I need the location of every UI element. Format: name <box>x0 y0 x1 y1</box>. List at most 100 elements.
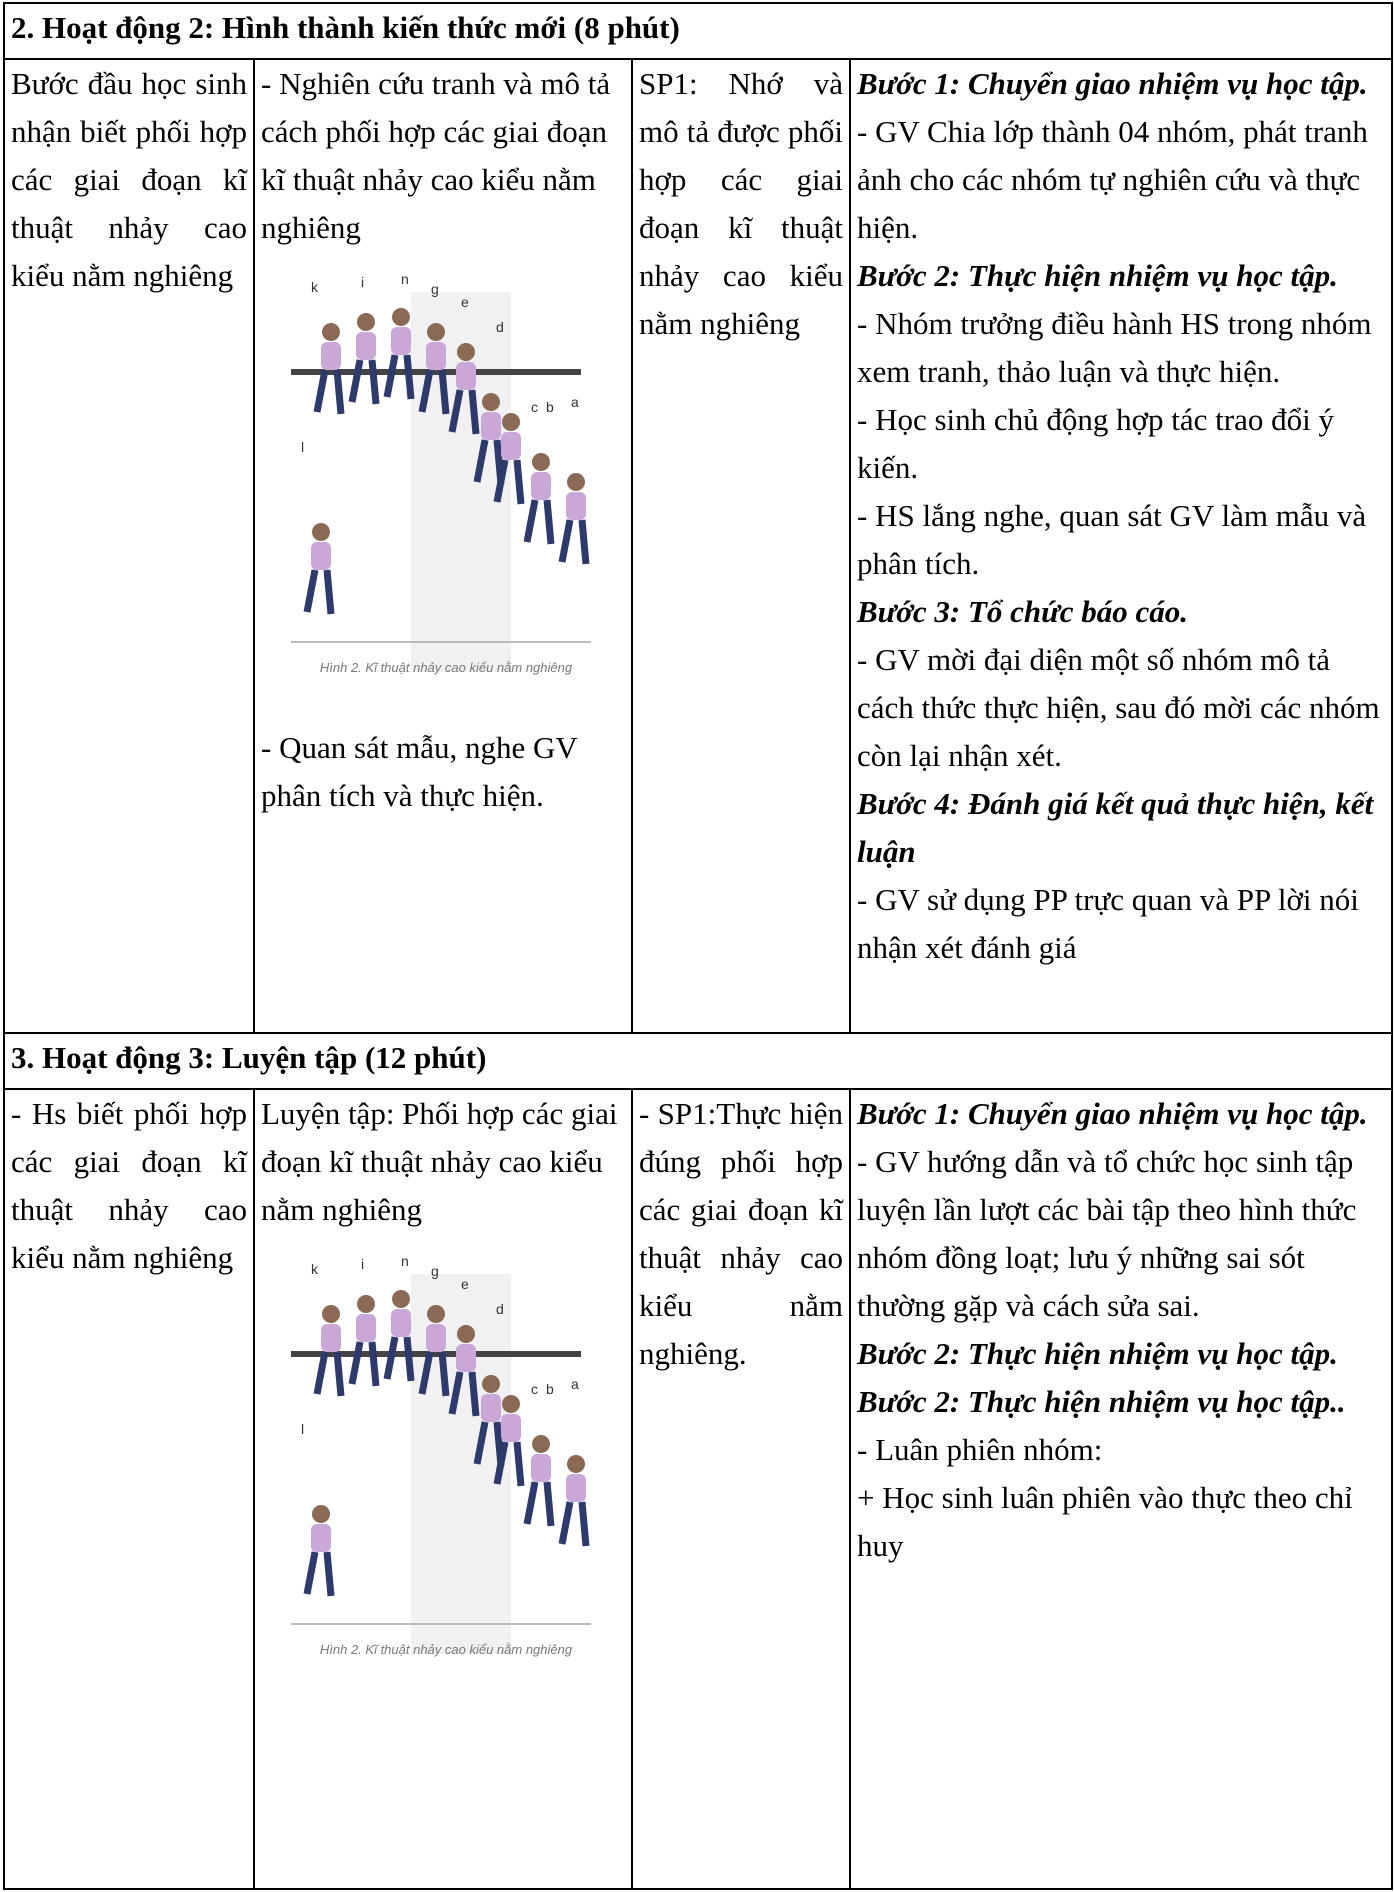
section-row: 2. Hoạt động 2: Hình thành kiến thức mới… <box>4 3 1392 59</box>
step-text: - Học sinh chủ động hợp tác trao đổi ý k… <box>857 396 1385 492</box>
athlete-legs <box>317 370 341 414</box>
athlete-head <box>532 453 550 471</box>
athlete-head <box>457 1325 475 1343</box>
athlete-body <box>566 1474 586 1502</box>
athlete-legs <box>307 570 331 614</box>
athlete-body <box>426 342 446 370</box>
step-heading: Bước 4: Đánh giá kết quả thực hiện, kết … <box>857 780 1385 876</box>
athlete-head <box>567 1455 585 1473</box>
lesson-table: 2. Hoạt động 2: Hình thành kiến thức mới… <box>3 2 1393 1890</box>
athlete-body <box>321 1324 341 1352</box>
product-cell: SP1: Nhớ và mô tả được phối hợp các giai… <box>632 59 850 1033</box>
athlete-body <box>426 1324 446 1352</box>
figure-label: k <box>311 279 319 295</box>
figure-label: c <box>531 399 538 415</box>
athlete-head <box>427 323 445 341</box>
athlete-legs <box>562 520 586 564</box>
athlete-body <box>501 1414 521 1442</box>
figure-label: k <box>311 1261 319 1277</box>
athlete-head <box>392 1290 410 1308</box>
athlete-body <box>531 1454 551 1482</box>
step-text: - GV sử dụng PP trực quan và PP lời nói … <box>857 876 1385 972</box>
athlete-body <box>391 327 411 355</box>
content-text: Luyện tập: Phối hợp các giai đoạn kĩ thu… <box>261 1090 625 1234</box>
figure-label: g <box>431 1263 439 1279</box>
figure-label: e <box>461 294 469 310</box>
athlete-head <box>427 1305 445 1323</box>
athlete-head <box>532 1435 550 1453</box>
athlete-body <box>356 1314 376 1342</box>
figure-caption: Hình 2. Kĩ thuật nhảy cao kiểu nằm nghiê… <box>320 1642 573 1657</box>
athlete-legs <box>387 355 411 399</box>
figure-label: n <box>401 1254 409 1269</box>
athlete-body <box>566 492 586 520</box>
content-text: - Quan sát mẫu, nghe GV phân tích và thự… <box>261 724 625 820</box>
athlete-body <box>356 332 376 360</box>
athlete-head <box>357 313 375 331</box>
athlete-head <box>502 1395 520 1413</box>
section-row: 3. Hoạt động 3: Luyện tập (12 phút) <box>4 1033 1392 1089</box>
step-text: - HS lắng nghe, quan sát GV làm mẫu và p… <box>857 492 1385 588</box>
page-body: 2. Hoạt động 2: Hình thành kiến thức mới… <box>0 2 1394 1892</box>
step-heading: Bước 3: Tổ chức báo cáo. <box>857 588 1385 636</box>
athlete-body <box>456 1344 476 1372</box>
step-text: + Học sinh luân phiên vào thực theo chỉ … <box>857 1474 1385 1570</box>
step-heading: Bước 1: Chuyển giao nhiệm vụ học tập. <box>857 60 1385 108</box>
athlete-legs <box>562 1502 586 1546</box>
figure-label: n <box>401 272 409 287</box>
objective-cell: Bước đầu học sinh nhận biết phối hợp các… <box>4 59 254 1033</box>
figure-label: e <box>461 1276 469 1292</box>
content-row: - Hs biết phối hợp các giai đoạn kĩ thuậ… <box>4 1089 1392 1889</box>
athlete-head <box>567 473 585 491</box>
athlete-head <box>392 308 410 326</box>
athlete-body <box>391 1309 411 1337</box>
athlete-body <box>481 412 501 440</box>
section-title: 3. Hoạt động 3: Luyện tập (12 phút) <box>4 1033 1392 1089</box>
step-text: - GV mời đại diện một số nhóm mô tả cách… <box>857 636 1385 780</box>
figure-label: c <box>531 1381 538 1397</box>
athlete-head <box>357 1295 375 1313</box>
figure-label: i <box>361 1256 364 1272</box>
athlete-body <box>321 342 341 370</box>
steps-cell: Bước 1: Chuyển giao nhiệm vụ học tập.- G… <box>850 1089 1392 1889</box>
page: Kế hoạch bài dạy {"sections": [ {"title"… <box>0 0 1394 1892</box>
athlete-head <box>312 523 330 541</box>
objective-cell: - Hs biết phối hợp các giai đoạn kĩ thuậ… <box>4 1089 254 1889</box>
content-cell: - Nghiên cứu tranh và mô tả cách phối hợ… <box>254 59 632 1033</box>
athlete-legs <box>352 360 376 404</box>
athlete-head <box>322 323 340 341</box>
step-text: - Luân phiên nhóm: <box>857 1426 1385 1474</box>
athlete-body <box>501 432 521 460</box>
section-title: 2. Hoạt động 2: Hình thành kiến thức mới… <box>4 3 1392 59</box>
athlete-body <box>456 362 476 390</box>
athlete-head <box>482 1375 500 1393</box>
step-heading: Bước 2: Thực hiện nhiệm vụ học tập. <box>857 252 1385 300</box>
athlete-head <box>457 343 475 361</box>
athlete-legs <box>317 1352 341 1396</box>
athlete-body <box>481 1394 501 1422</box>
athlete-body <box>311 1524 331 1552</box>
content-row: Bước đầu học sinh nhận biết phối hợp các… <box>4 59 1392 1033</box>
step-heading: Bước 2: Thực hiện nhiệm vụ học tập.. <box>857 1378 1385 1426</box>
athlete-head <box>322 1305 340 1323</box>
step-heading: Bước 2: Thực hiện nhiệm vụ học tập. <box>857 1330 1385 1378</box>
step-text: - Nhóm trưởng điều hành HS trong nhóm xe… <box>857 300 1385 396</box>
figure-caption: Hình 2. Kĩ thuật nhảy cao kiểu nằm nghiê… <box>320 660 573 675</box>
figure-label: g <box>431 281 439 297</box>
athlete-legs <box>387 1337 411 1381</box>
figure-label: l <box>301 439 304 455</box>
figure-label: l <box>301 1421 304 1437</box>
figure-label: d <box>496 319 504 335</box>
step-text: - GV hướng dẫn và tổ chức học sinh tập l… <box>857 1138 1385 1330</box>
figure-label: a <box>571 394 579 410</box>
steps-cell: Bước 1: Chuyển giao nhiệm vụ học tập. - G… <box>850 59 1392 1033</box>
step-heading: Bước 1: Chuyển giao nhiệm vụ học tập. <box>857 1090 1385 1138</box>
figure-label: i <box>361 274 364 290</box>
figure-label: a <box>571 1376 579 1392</box>
athlete-head <box>482 393 500 411</box>
figure-label: b <box>546 399 554 415</box>
athlete-head <box>312 1505 330 1523</box>
content-text: - Nghiên cứu tranh và mô tả cách phối hợ… <box>261 60 625 252</box>
